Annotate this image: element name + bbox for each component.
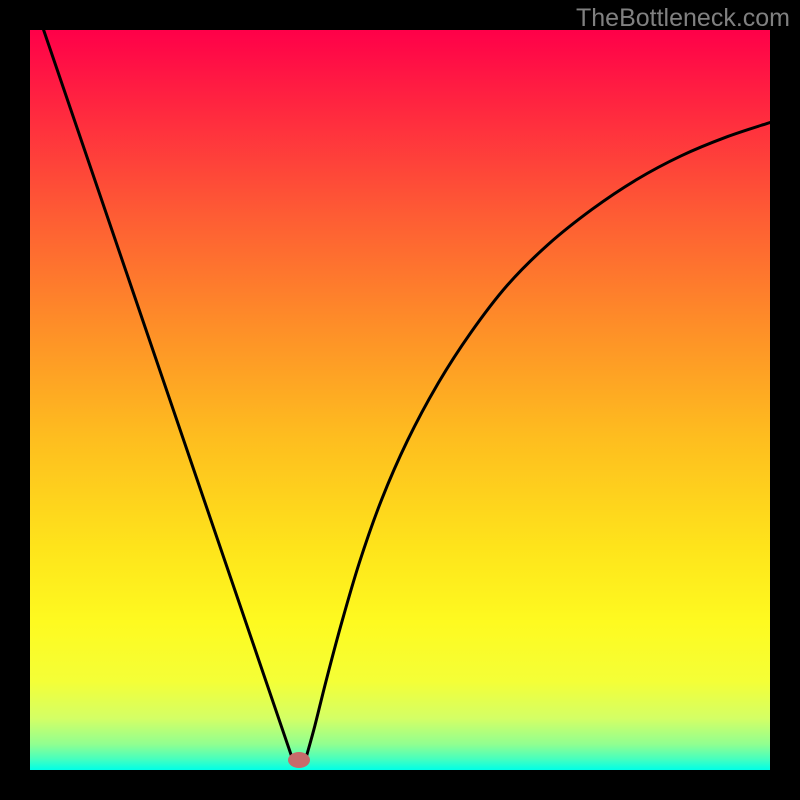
- bottleneck-chart: TheBottleneck.com: [0, 0, 800, 800]
- watermark-text: TheBottleneck.com: [576, 4, 790, 33]
- minimum-marker: [288, 752, 310, 768]
- curve-layer: [0, 0, 800, 800]
